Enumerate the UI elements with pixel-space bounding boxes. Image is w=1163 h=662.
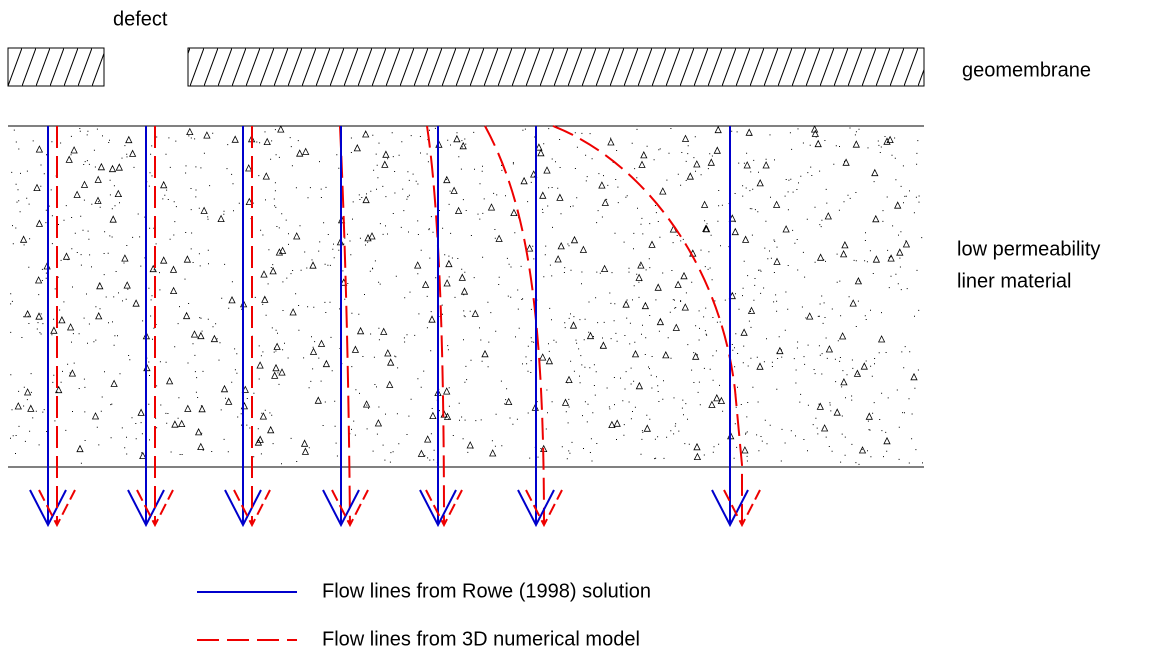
red-flow [339,125,351,526]
red-arrowhead [723,489,761,528]
legend-label: Flow lines from 3D numerical model [322,628,640,650]
blue-arrowhead [322,489,360,528]
blue-arrowhead [517,489,555,528]
red-flow [484,125,545,526]
red-arrowhead [525,489,563,528]
stipple-triangles [14,125,918,460]
red-flow [552,125,743,525]
red-arrowhead [136,489,174,528]
blue-arrowhead [224,489,262,528]
liner-texture [10,125,923,465]
liner-label: liner material [957,270,1071,292]
geomembrane-label: geomembrane [962,59,1091,81]
red-flow [426,125,445,526]
red-arrowhead [38,489,76,528]
liner-label: low permeability [957,238,1100,260]
defect-label: defect [113,8,168,30]
red-arrowhead [331,489,369,528]
legend-label: Flow lines from Rowe (1998) solution [322,580,651,602]
flow-lines [29,125,761,528]
red-arrowhead [233,489,271,528]
geomembrane-right [187,47,925,87]
blue-arrowhead [127,489,165,528]
stipple-dots [10,127,923,465]
red-arrowhead [425,489,463,528]
blue-arrowhead [29,489,67,528]
blue-arrowhead [419,489,457,528]
geomembrane-left [7,47,105,87]
blue-arrowhead [711,489,749,528]
